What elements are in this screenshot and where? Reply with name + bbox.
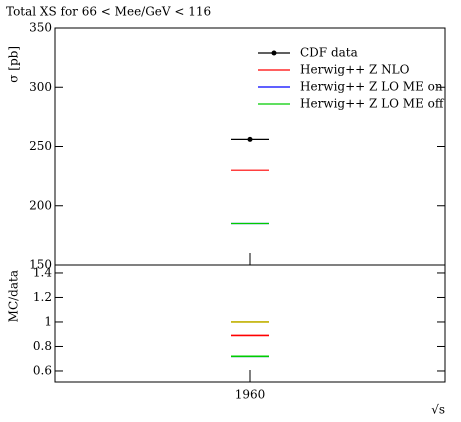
legend-marker: [271, 50, 277, 56]
y-tick-label: 300: [29, 80, 52, 94]
legend-label: CDF data: [300, 46, 358, 60]
legend-label: Herwig++ Z LO ME on: [300, 80, 443, 94]
y-axis-label: σ [pb]: [7, 46, 21, 83]
y-tick-label: 200: [29, 198, 52, 212]
ratio-frame: [54, 264, 446, 383]
y-tick-label: 150: [29, 258, 52, 272]
legend-label: Herwig++ Z NLO: [300, 63, 410, 77]
y-tick-label: 1.2: [33, 290, 52, 304]
data-point: [247, 136, 253, 142]
x-tick-label: 1960: [235, 388, 266, 402]
ratio-axis-label: MC/data: [7, 270, 21, 322]
y-tick-label: 1.4: [33, 265, 52, 279]
chart-title: Total XS for 66 < Mee/GeV < 116: [6, 5, 211, 19]
y-tick-label: 0.6: [33, 363, 52, 377]
y-tick-label: 0.8: [33, 339, 52, 353]
y-tick-label: 1: [44, 314, 52, 328]
legend-label: Herwig++ Z LO ME off: [300, 97, 445, 111]
y-tick-label: 250: [29, 139, 52, 153]
y-tick-label: 350: [29, 21, 52, 35]
x-axis-label: √s: [431, 403, 445, 417]
